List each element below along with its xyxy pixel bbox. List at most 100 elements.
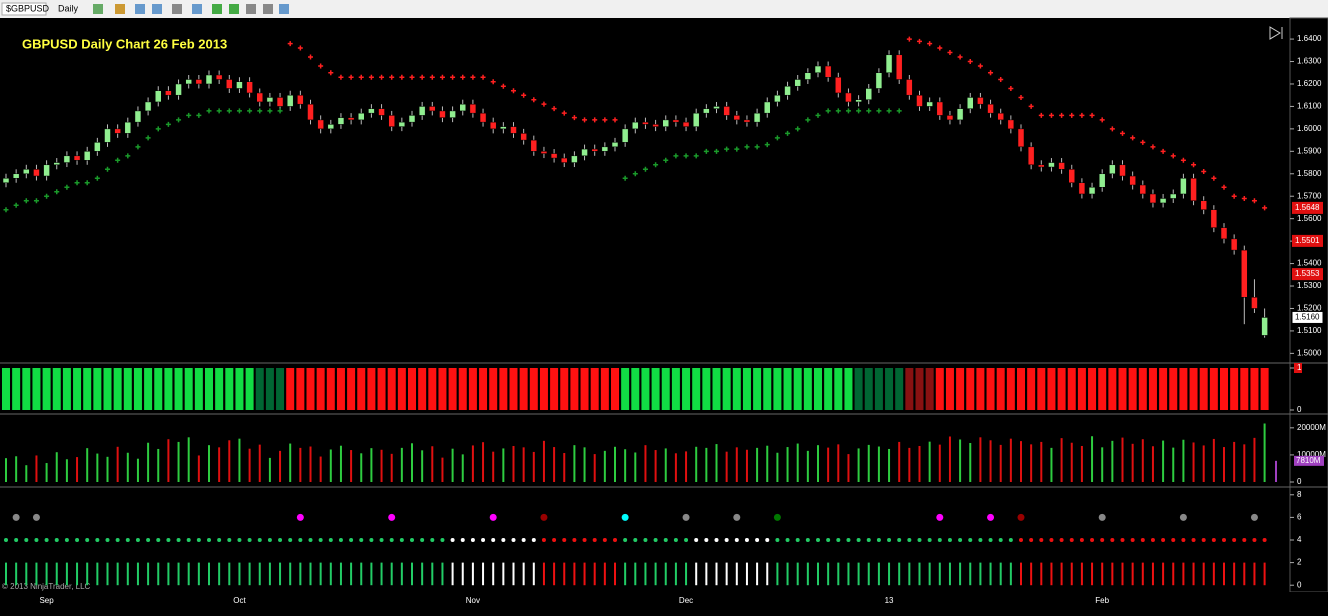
flow-bar — [877, 562, 880, 586]
flow-bar — [948, 562, 951, 586]
candle-body — [1261, 317, 1268, 336]
icon[interactable] — [135, 4, 145, 14]
y-tick-label: 1.5900 — [1297, 146, 1322, 155]
trend-bar — [1077, 368, 1086, 410]
stop-marker — [703, 148, 709, 154]
x-tick-label: Nov — [466, 596, 480, 605]
trend-bar — [316, 368, 325, 410]
icon[interactable] — [246, 4, 256, 14]
flow-bar — [999, 562, 1002, 586]
stop-marker — [1048, 112, 1054, 118]
flow-bar — [258, 562, 261, 586]
stop-marker — [94, 175, 100, 181]
candle-body — [642, 121, 649, 125]
candle-body — [885, 54, 893, 74]
trend-bar — [1057, 368, 1066, 410]
trend-bar — [925, 368, 934, 410]
trend-bar — [326, 368, 335, 410]
interval[interactable]: Daily — [58, 3, 79, 13]
flow-dot — [267, 538, 272, 542]
icon[interactable] — [115, 4, 125, 14]
symbol-box[interactable] — [1, 2, 47, 16]
stop-marker — [125, 153, 131, 159]
icon[interactable] — [93, 4, 103, 14]
flow-bar — [197, 562, 200, 586]
signal-dot — [1098, 513, 1106, 521]
stop-marker — [612, 117, 618, 123]
flow-bar — [1202, 562, 1205, 586]
icon[interactable] — [263, 4, 273, 14]
flow-dot — [501, 538, 506, 542]
candle-body — [317, 119, 324, 130]
flow-bar — [431, 562, 434, 586]
trend-bar — [1098, 368, 1107, 410]
flow-bar — [898, 562, 901, 586]
icon[interactable] — [229, 4, 239, 14]
symbol[interactable]: $GBPUSD — [6, 3, 50, 13]
flow-dot — [582, 538, 587, 542]
stop-marker — [967, 59, 973, 65]
flow-bar — [187, 562, 190, 586]
icon[interactable] — [152, 4, 162, 14]
candle-body — [23, 169, 30, 175]
stop-marker — [785, 130, 791, 136]
candle-body — [703, 108, 710, 114]
candle-body — [845, 92, 852, 103]
flow-dot — [998, 538, 1003, 542]
flow-dot — [54, 538, 59, 542]
trend-bar — [814, 368, 822, 410]
stop-marker — [480, 74, 486, 80]
candle-body — [1017, 128, 1025, 148]
stop-marker — [1069, 112, 1075, 118]
scroll-end-button[interactable] — [1269, 26, 1283, 40]
flow-bar — [1050, 562, 1053, 586]
icon[interactable] — [279, 4, 289, 14]
trend-bar — [367, 368, 376, 410]
trend-bar — [276, 368, 285, 410]
flow-bar — [238, 562, 241, 586]
trend-bar — [194, 368, 203, 410]
flow-dot — [1201, 538, 1206, 542]
stop-marker — [764, 142, 770, 148]
trend-bar — [915, 368, 924, 410]
flow-bar — [15, 562, 18, 586]
icon[interactable] — [212, 4, 222, 14]
trend-bar — [793, 368, 802, 410]
flow-bar — [126, 562, 129, 586]
candle-body — [692, 112, 700, 127]
trend-bar — [428, 368, 437, 410]
flow-bar — [756, 562, 759, 586]
stop-marker — [216, 108, 222, 114]
stop-marker — [409, 74, 415, 80]
icon[interactable] — [172, 4, 182, 14]
flow-bar — [1263, 562, 1266, 586]
stop-marker — [582, 117, 588, 123]
stop-marker — [561, 110, 567, 116]
trend-bar — [590, 368, 599, 410]
candle-body — [195, 79, 203, 85]
stop-marker — [998, 76, 1004, 82]
candle-body — [276, 97, 284, 107]
candle-body — [916, 94, 923, 107]
volume-callout-label: 7810M — [1296, 456, 1321, 465]
stop-marker — [917, 38, 922, 44]
stop-marker — [105, 166, 110, 172]
stop-marker — [825, 108, 831, 114]
candle-body — [1139, 184, 1147, 195]
trend-bar — [550, 368, 559, 410]
flow-bar — [969, 562, 972, 586]
stop-marker — [632, 171, 638, 177]
trend-bar — [32, 368, 41, 410]
icon[interactable] — [192, 4, 202, 14]
flow-dot — [399, 538, 404, 542]
candle-body — [601, 146, 609, 152]
flow-dot — [531, 538, 536, 542]
flow-bar — [157, 562, 160, 586]
stop-marker — [642, 166, 648, 172]
trend-bar — [1108, 368, 1117, 410]
flow-dot — [75, 538, 80, 542]
flow-bar — [309, 562, 312, 586]
trend-bar — [1230, 368, 1239, 410]
flow-dot — [207, 538, 211, 542]
flow-dot — [1079, 538, 1084, 542]
